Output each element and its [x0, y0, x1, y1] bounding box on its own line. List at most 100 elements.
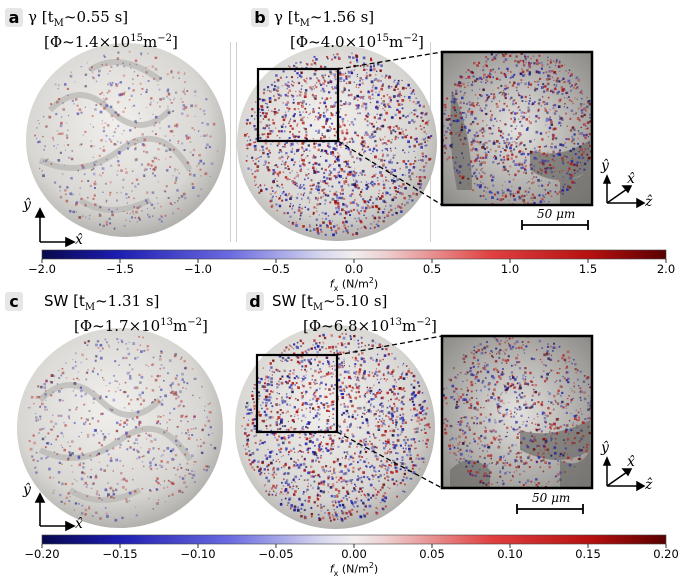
- force-speckle: [547, 56, 549, 59]
- force-speckle: [518, 195, 520, 198]
- force-speckle: [343, 170, 346, 173]
- force-speckle: [271, 493, 274, 496]
- force-speckle: [380, 80, 382, 82]
- force-speckle: [110, 164, 113, 167]
- force-speckle: [355, 184, 359, 187]
- force-speckle: [510, 195, 512, 197]
- force-speckle: [389, 429, 392, 433]
- force-speckle: [266, 89, 269, 92]
- force-speckle: [281, 360, 283, 362]
- force-speckle: [315, 342, 318, 345]
- force-speckle: [300, 72, 303, 74]
- force-speckle: [459, 81, 462, 85]
- force-speckle: [181, 432, 183, 434]
- force-speckle: [549, 167, 552, 170]
- force-speckle: [293, 428, 296, 431]
- force-speckle: [368, 148, 371, 151]
- force-speckle: [471, 141, 474, 144]
- force-speckle: [289, 205, 291, 208]
- force-speckle: [296, 171, 298, 174]
- force-speckle: [549, 116, 552, 119]
- force-speckle: [98, 174, 101, 176]
- force-speckle: [109, 408, 111, 410]
- force-speckle: [248, 450, 251, 453]
- force-speckle: [342, 192, 344, 195]
- force-speckle: [172, 175, 174, 177]
- force-speckle: [419, 125, 422, 127]
- force-speckle: [276, 184, 279, 187]
- force-speckle: [253, 428, 255, 430]
- force-speckle: [265, 490, 268, 493]
- force-speckle: [251, 156, 254, 159]
- force-speckle: [552, 166, 555, 169]
- force-speckle: [544, 159, 547, 163]
- force-speckle: [187, 420, 189, 423]
- force-speckle: [303, 95, 307, 99]
- force-speckle: [293, 161, 296, 164]
- force-speckle: [84, 130, 87, 133]
- force-speckle: [549, 109, 551, 111]
- force-speckle: [375, 396, 378, 398]
- force-speckle: [107, 89, 111, 93]
- force-speckle: [68, 417, 71, 420]
- force-speckle: [383, 208, 386, 210]
- force-speckle: [73, 382, 77, 385]
- force-speckle: [396, 397, 398, 399]
- force-speckle: [67, 94, 69, 96]
- force-speckle: [385, 194, 387, 196]
- force-speckle: [413, 113, 416, 116]
- force-speckle: [593, 135, 594, 136]
- force-speckle: [552, 175, 555, 178]
- force-speckle: [560, 64, 563, 67]
- force-speckle: [389, 487, 391, 489]
- force-speckle: [80, 111, 83, 114]
- force-speckle: [333, 404, 335, 406]
- force-speckle: [115, 421, 119, 425]
- force-speckle: [569, 186, 572, 189]
- force-speckle: [305, 228, 308, 231]
- force-speckle: [60, 414, 63, 417]
- force-speckle: [334, 160, 337, 163]
- force-speckle: [507, 86, 510, 89]
- force-speckle: [177, 140, 180, 143]
- force-speckle: [366, 68, 368, 71]
- force-speckle: [338, 437, 341, 440]
- force-speckle: [409, 99, 411, 102]
- force-speckle: [122, 465, 124, 467]
- force-speckle: [52, 391, 54, 393]
- force-speckle: [146, 151, 149, 154]
- force-speckle: [463, 102, 465, 104]
- force-speckle: [128, 50, 131, 53]
- force-speckle: [369, 98, 372, 100]
- force-speckle: [212, 432, 214, 434]
- force-speckle: [331, 500, 334, 503]
- force-speckle: [254, 170, 256, 172]
- force-speckle: [313, 480, 316, 483]
- force-speckle: [81, 471, 84, 475]
- force-speckle: [173, 148, 175, 151]
- force-speckle: [344, 346, 347, 349]
- force-speckle: [547, 184, 549, 186]
- force-speckle: [323, 80, 327, 83]
- force-speckle: [321, 87, 325, 91]
- force-speckle: [355, 485, 357, 487]
- force-speckle: [246, 147, 249, 150]
- force-speckle: [387, 77, 390, 79]
- force-speckle: [382, 180, 384, 182]
- force-speckle: [262, 419, 266, 423]
- force-speckle: [531, 103, 534, 106]
- force-speckle: [317, 116, 320, 119]
- force-speckle: [152, 113, 154, 115]
- force-speckle: [307, 144, 310, 147]
- force-speckle: [272, 121, 276, 125]
- force-speckle: [498, 92, 501, 94]
- force-speckle: [146, 207, 149, 210]
- force-speckle: [297, 209, 301, 212]
- force-speckle: [402, 377, 406, 380]
- force-speckle: [346, 231, 349, 234]
- force-speckle: [297, 101, 300, 105]
- force-speckle: [122, 110, 125, 113]
- force-speckle: [563, 179, 565, 181]
- force-speckle: [172, 76, 175, 79]
- force-speckle: [141, 391, 144, 394]
